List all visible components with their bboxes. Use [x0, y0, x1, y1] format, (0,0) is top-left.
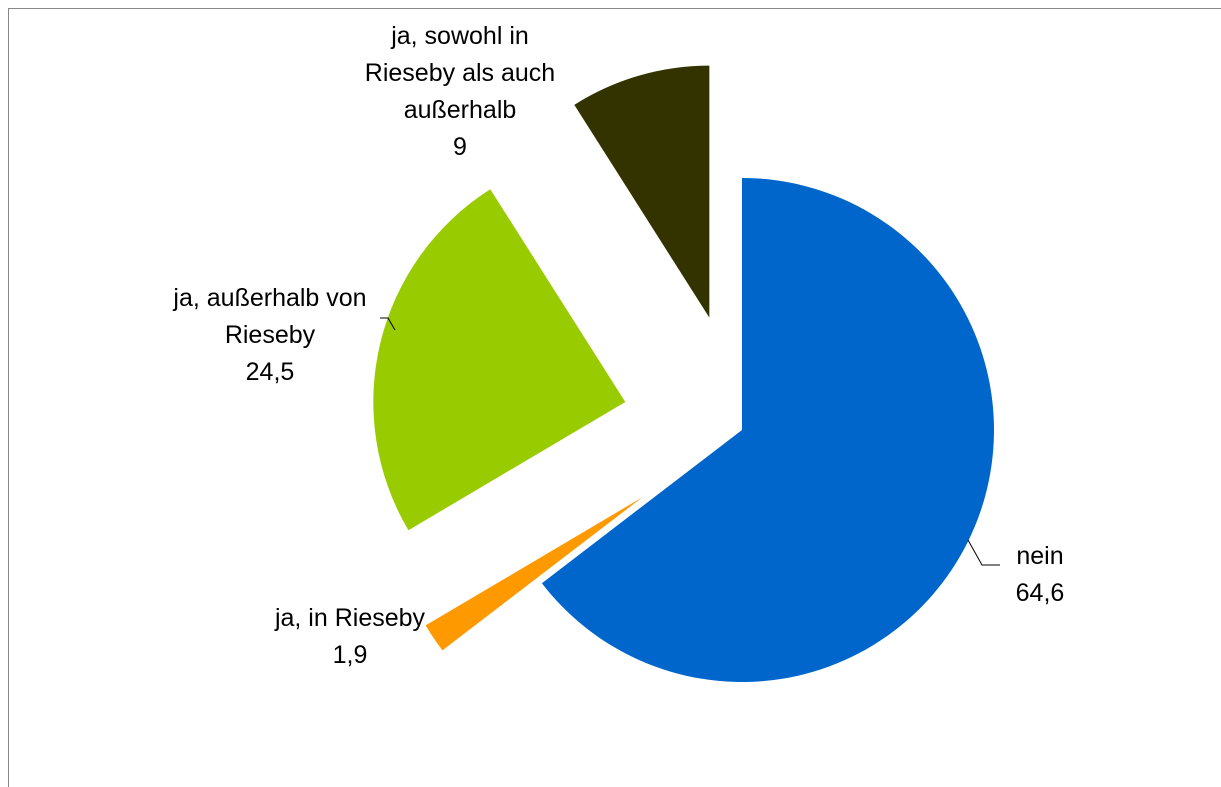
value-label: 9	[453, 133, 467, 161]
chart-frame	[8, 8, 1221, 787]
value-label: 64,6	[1015, 579, 1065, 607]
pie-slice	[425, 497, 643, 651]
pie-slice	[373, 189, 626, 531]
slice-label: ja, sowohl in Rieseby als auch außerhalb…	[355, 18, 565, 166]
slice-label: ja, in Rieseby 1,9	[220, 600, 480, 674]
category-name: ja, in Rieseby	[274, 604, 426, 632]
value-label: 1,9	[332, 641, 368, 669]
value-label: 24,5	[245, 358, 295, 386]
category-name: ja, sowohl in Rieseby als auch außerhalb	[364, 22, 556, 124]
pie-slice	[541, 178, 995, 682]
category-name: ja, außerhalb von Rieseby	[173, 284, 367, 349]
category-name: nein	[1016, 542, 1064, 570]
slice-label: ja, außerhalb von Rieseby 24,5	[170, 280, 370, 391]
slice-label: nein 64,6	[980, 538, 1100, 612]
leader-line	[967, 539, 1000, 566]
leader-line	[380, 317, 396, 331]
pie-slice	[574, 65, 710, 318]
